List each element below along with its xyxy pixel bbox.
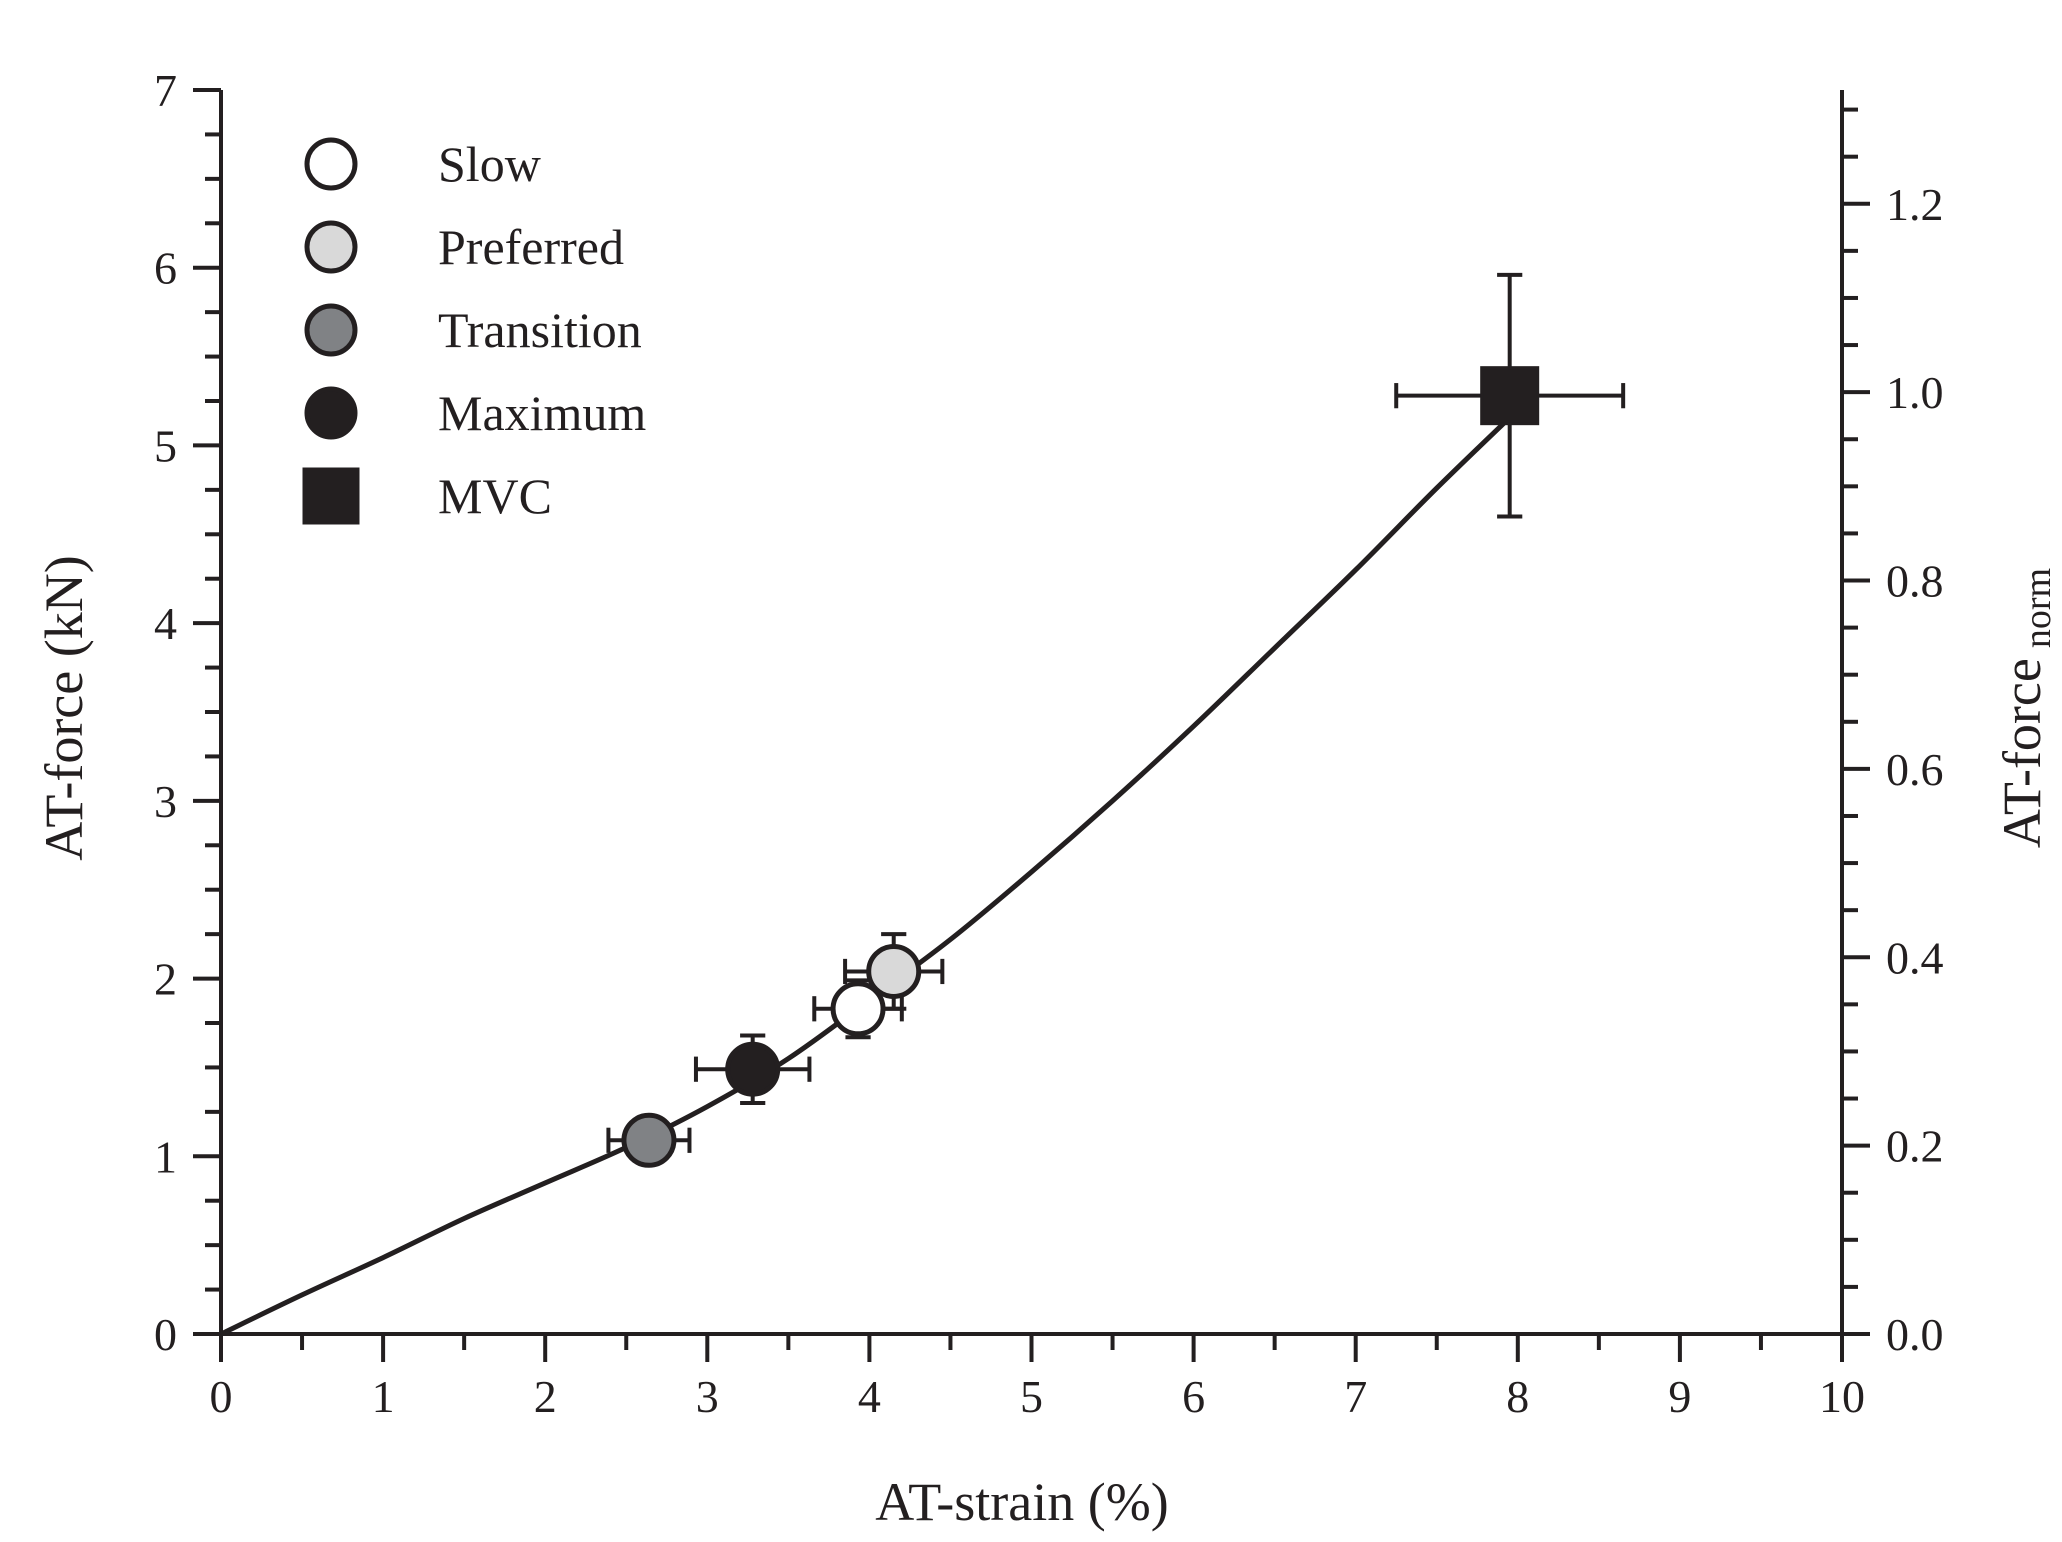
y-tick-label: 4 [154, 598, 177, 649]
y-tick-label: 0 [154, 1309, 177, 1360]
x-tick-label: 7 [1344, 1371, 1367, 1422]
x-tick-label: 2 [534, 1371, 557, 1422]
legend-marker [302, 467, 360, 525]
data-point-mvc [1394, 272, 1626, 519]
y2-tick-label: 0.4 [1886, 932, 1944, 983]
y2-tick-label: 1.0 [1886, 367, 1944, 418]
y2-axis-title-main: AT-force [1992, 658, 2052, 848]
legend-marker [304, 386, 358, 440]
legend-item-transition: Transition [304, 302, 642, 358]
x-tick-label: 10 [1819, 1371, 1865, 1422]
data-point-transition [606, 1112, 692, 1168]
legend-item-preferred: Preferred [304, 219, 624, 275]
axes [219, 90, 1844, 1336]
legend-item-maximum: Maximum [304, 385, 646, 441]
y2-tick-label: 0.8 [1886, 556, 1944, 607]
data-point-maximum [693, 1033, 812, 1105]
fit-curve [219, 408, 1520, 1337]
y-tick-label: 5 [154, 420, 177, 471]
legend-marker [304, 137, 358, 191]
marker-square [1480, 366, 1540, 426]
y2-axis-title-subscript: norm [2017, 568, 2059, 648]
y2-tick-label: 1.2 [1886, 179, 1944, 230]
y-tick-label: 3 [154, 776, 177, 827]
x-tick-label: 9 [1668, 1371, 1691, 1422]
marker-circle [725, 1041, 781, 1097]
marker-circle [621, 1112, 677, 1168]
y2-tick-label: 0.0 [1886, 1309, 1944, 1360]
x-tick-label: 5 [1020, 1371, 1043, 1422]
marker-circle [866, 943, 922, 999]
y2-tick-label: 0.2 [1886, 1121, 1944, 1172]
data-point-preferred [843, 932, 945, 1011]
x-tick-label: 3 [696, 1371, 719, 1422]
legend-label: Transition [438, 302, 642, 358]
legend: Slow Preferred Transition Maximum MVC [302, 136, 646, 525]
x-tick-label: 1 [372, 1371, 395, 1422]
legend-label: Preferred [438, 219, 624, 275]
legend-marker [304, 303, 358, 357]
y-tick-label: 1 [154, 1131, 177, 1182]
legend-label: Slow [438, 136, 541, 192]
y-tick-label: 2 [154, 954, 177, 1005]
y2-tick-label: 0.6 [1886, 744, 1944, 795]
legend-marker [304, 220, 358, 274]
fit-curve-layer [219, 408, 1520, 1337]
x-tick-label: 6 [1182, 1371, 1205, 1422]
x-tick-label: 8 [1506, 1371, 1529, 1422]
x-axis-title: AT-strain (%) [875, 1472, 1168, 1532]
ticks: 0 1 2 3 4 5 6 7 8 9 10 0 1 2 3 4 5 6 7 0.0 0.2 0.4 0.6 0.8 1.0 1.… [154, 65, 1944, 1422]
legend-item-mvc: MVC [302, 467, 552, 525]
legend-item-slow: Slow [304, 136, 541, 192]
legend-label: MVC [438, 468, 552, 524]
y-tick-label: 6 [154, 243, 177, 294]
x-tick-label: 0 [210, 1371, 233, 1422]
legend-label: Maximum [438, 385, 646, 441]
data-points [606, 272, 1626, 1168]
x-tick-label: 4 [858, 1371, 881, 1422]
y2-axis-title: AT-force norm [1992, 568, 2059, 848]
y-axis-title: AT-force (kN) [34, 555, 94, 860]
y-tick-label: 7 [154, 65, 177, 116]
